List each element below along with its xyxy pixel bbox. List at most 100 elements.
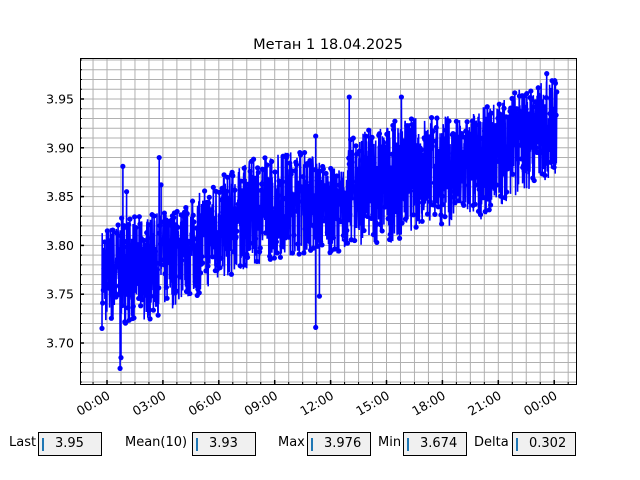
data-point (503, 114, 509, 120)
x-tick-label: 03:00 (130, 388, 169, 419)
data-point (374, 239, 380, 246)
data-point (444, 184, 450, 190)
data-point (291, 192, 298, 198)
data-point (124, 291, 130, 297)
data-point (256, 207, 262, 213)
data-point (314, 243, 321, 249)
delta-label: Delta (474, 435, 509, 450)
data-point (380, 167, 387, 174)
data-point (367, 188, 373, 194)
data-point (270, 209, 276, 215)
data-point (228, 204, 234, 210)
x-tick-label: 09:00 (242, 388, 281, 419)
data-point (530, 104, 537, 110)
data-point (222, 241, 228, 247)
data-point (496, 158, 502, 164)
data-point (402, 216, 408, 222)
data-point (117, 233, 124, 239)
data-point (249, 190, 255, 196)
data-point (193, 254, 199, 260)
data-point (216, 189, 222, 195)
data-point (453, 118, 459, 124)
data-point (451, 194, 457, 200)
min-label: Min (378, 435, 402, 450)
data-point (551, 164, 557, 170)
data-point (299, 198, 305, 205)
data-point (396, 235, 403, 241)
data-point (289, 250, 296, 256)
data-point (303, 179, 309, 185)
data-point (170, 262, 176, 268)
data-point (147, 316, 153, 322)
data-point (164, 295, 170, 301)
data-point (412, 173, 418, 179)
max-value-field[interactable]: 3.976 (307, 432, 371, 456)
data-point (528, 88, 534, 94)
y-tick-label: 3.85 (46, 189, 74, 204)
data-point (329, 168, 335, 174)
data-point (216, 234, 222, 240)
data-point (409, 121, 415, 128)
data-point (537, 131, 543, 137)
data-point (285, 208, 291, 214)
data-point (525, 130, 531, 136)
data-point (411, 133, 417, 139)
data-point (402, 196, 408, 202)
data-point (108, 315, 114, 321)
data-point (508, 105, 514, 111)
data-point (370, 231, 377, 238)
data-point (550, 106, 556, 112)
data-point (123, 189, 130, 195)
data-point (306, 190, 312, 197)
data-point (141, 237, 147, 244)
mean-value-field[interactable]: 3.93 (192, 432, 256, 456)
data-point (163, 284, 169, 290)
data-point (403, 155, 409, 161)
data-point (159, 257, 165, 263)
data-point (150, 232, 156, 239)
data-point (239, 251, 245, 257)
data-point (319, 242, 325, 248)
data-point (154, 267, 161, 273)
data-point (468, 160, 474, 166)
data-point (491, 161, 497, 167)
data-point (449, 174, 455, 180)
x-tick-label: 18:00 (409, 388, 448, 419)
data-point (220, 209, 226, 215)
data-point (487, 202, 494, 208)
data-point (110, 227, 116, 233)
data-point (554, 89, 560, 95)
data-point (484, 104, 490, 110)
data-point (160, 219, 166, 225)
data-point (279, 243, 285, 249)
data-point (144, 243, 150, 250)
data-point (224, 188, 230, 194)
data-point (390, 127, 397, 133)
delta-value-field[interactable]: 0.302 (512, 432, 576, 456)
data-point (384, 131, 390, 137)
data-point (526, 145, 533, 151)
data-point (187, 290, 193, 297)
data-point (247, 168, 253, 174)
data-point (522, 154, 529, 160)
data-point (413, 224, 419, 230)
last-value-field[interactable]: 3.95 (38, 432, 102, 456)
data-point (291, 232, 297, 238)
data-point (157, 223, 163, 229)
data-point (388, 165, 394, 171)
x-tick-label: 12:00 (297, 388, 336, 419)
data-point (246, 245, 252, 252)
chart-title: Метан 1 18.04.2025 (253, 37, 403, 53)
data-point (158, 182, 164, 188)
data-point (279, 179, 286, 185)
data-point (163, 232, 169, 238)
min-value-field[interactable]: 3.674 (403, 432, 467, 456)
data-point (252, 236, 259, 242)
data-point (475, 164, 481, 170)
data-point (190, 212, 196, 218)
data-point (534, 120, 541, 126)
data-point (478, 152, 484, 158)
data-point (307, 158, 313, 164)
data-point (488, 110, 494, 116)
data-point (185, 274, 191, 281)
